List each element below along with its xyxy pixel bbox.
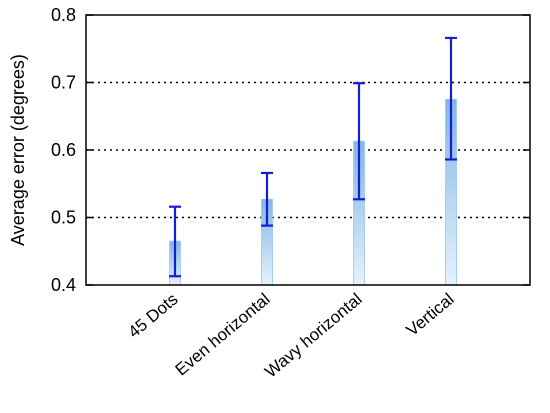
y-axis-ticks: 0.4 0.5 0.6 0.7 0.8: [51, 5, 530, 295]
grid-lines: [86, 81, 530, 219]
x-category-label: Even horizontal: [172, 290, 274, 380]
y-axis-label: Average error (degrees): [8, 54, 28, 246]
x-category-label: Wavy horizontal: [261, 290, 365, 382]
bars: [169, 98, 457, 286]
y-tick-label: 0.6: [51, 140, 76, 160]
y-tick-label: 0.5: [51, 208, 76, 228]
x-category-label: Vertical: [403, 290, 458, 340]
error-bars: [169, 36, 457, 278]
x-category-label: 45 Dots: [124, 290, 181, 342]
y-tick-label: 0.7: [51, 73, 76, 93]
y-tick-label: 0.4: [51, 275, 76, 295]
y-tick-label: 0.8: [51, 5, 76, 25]
